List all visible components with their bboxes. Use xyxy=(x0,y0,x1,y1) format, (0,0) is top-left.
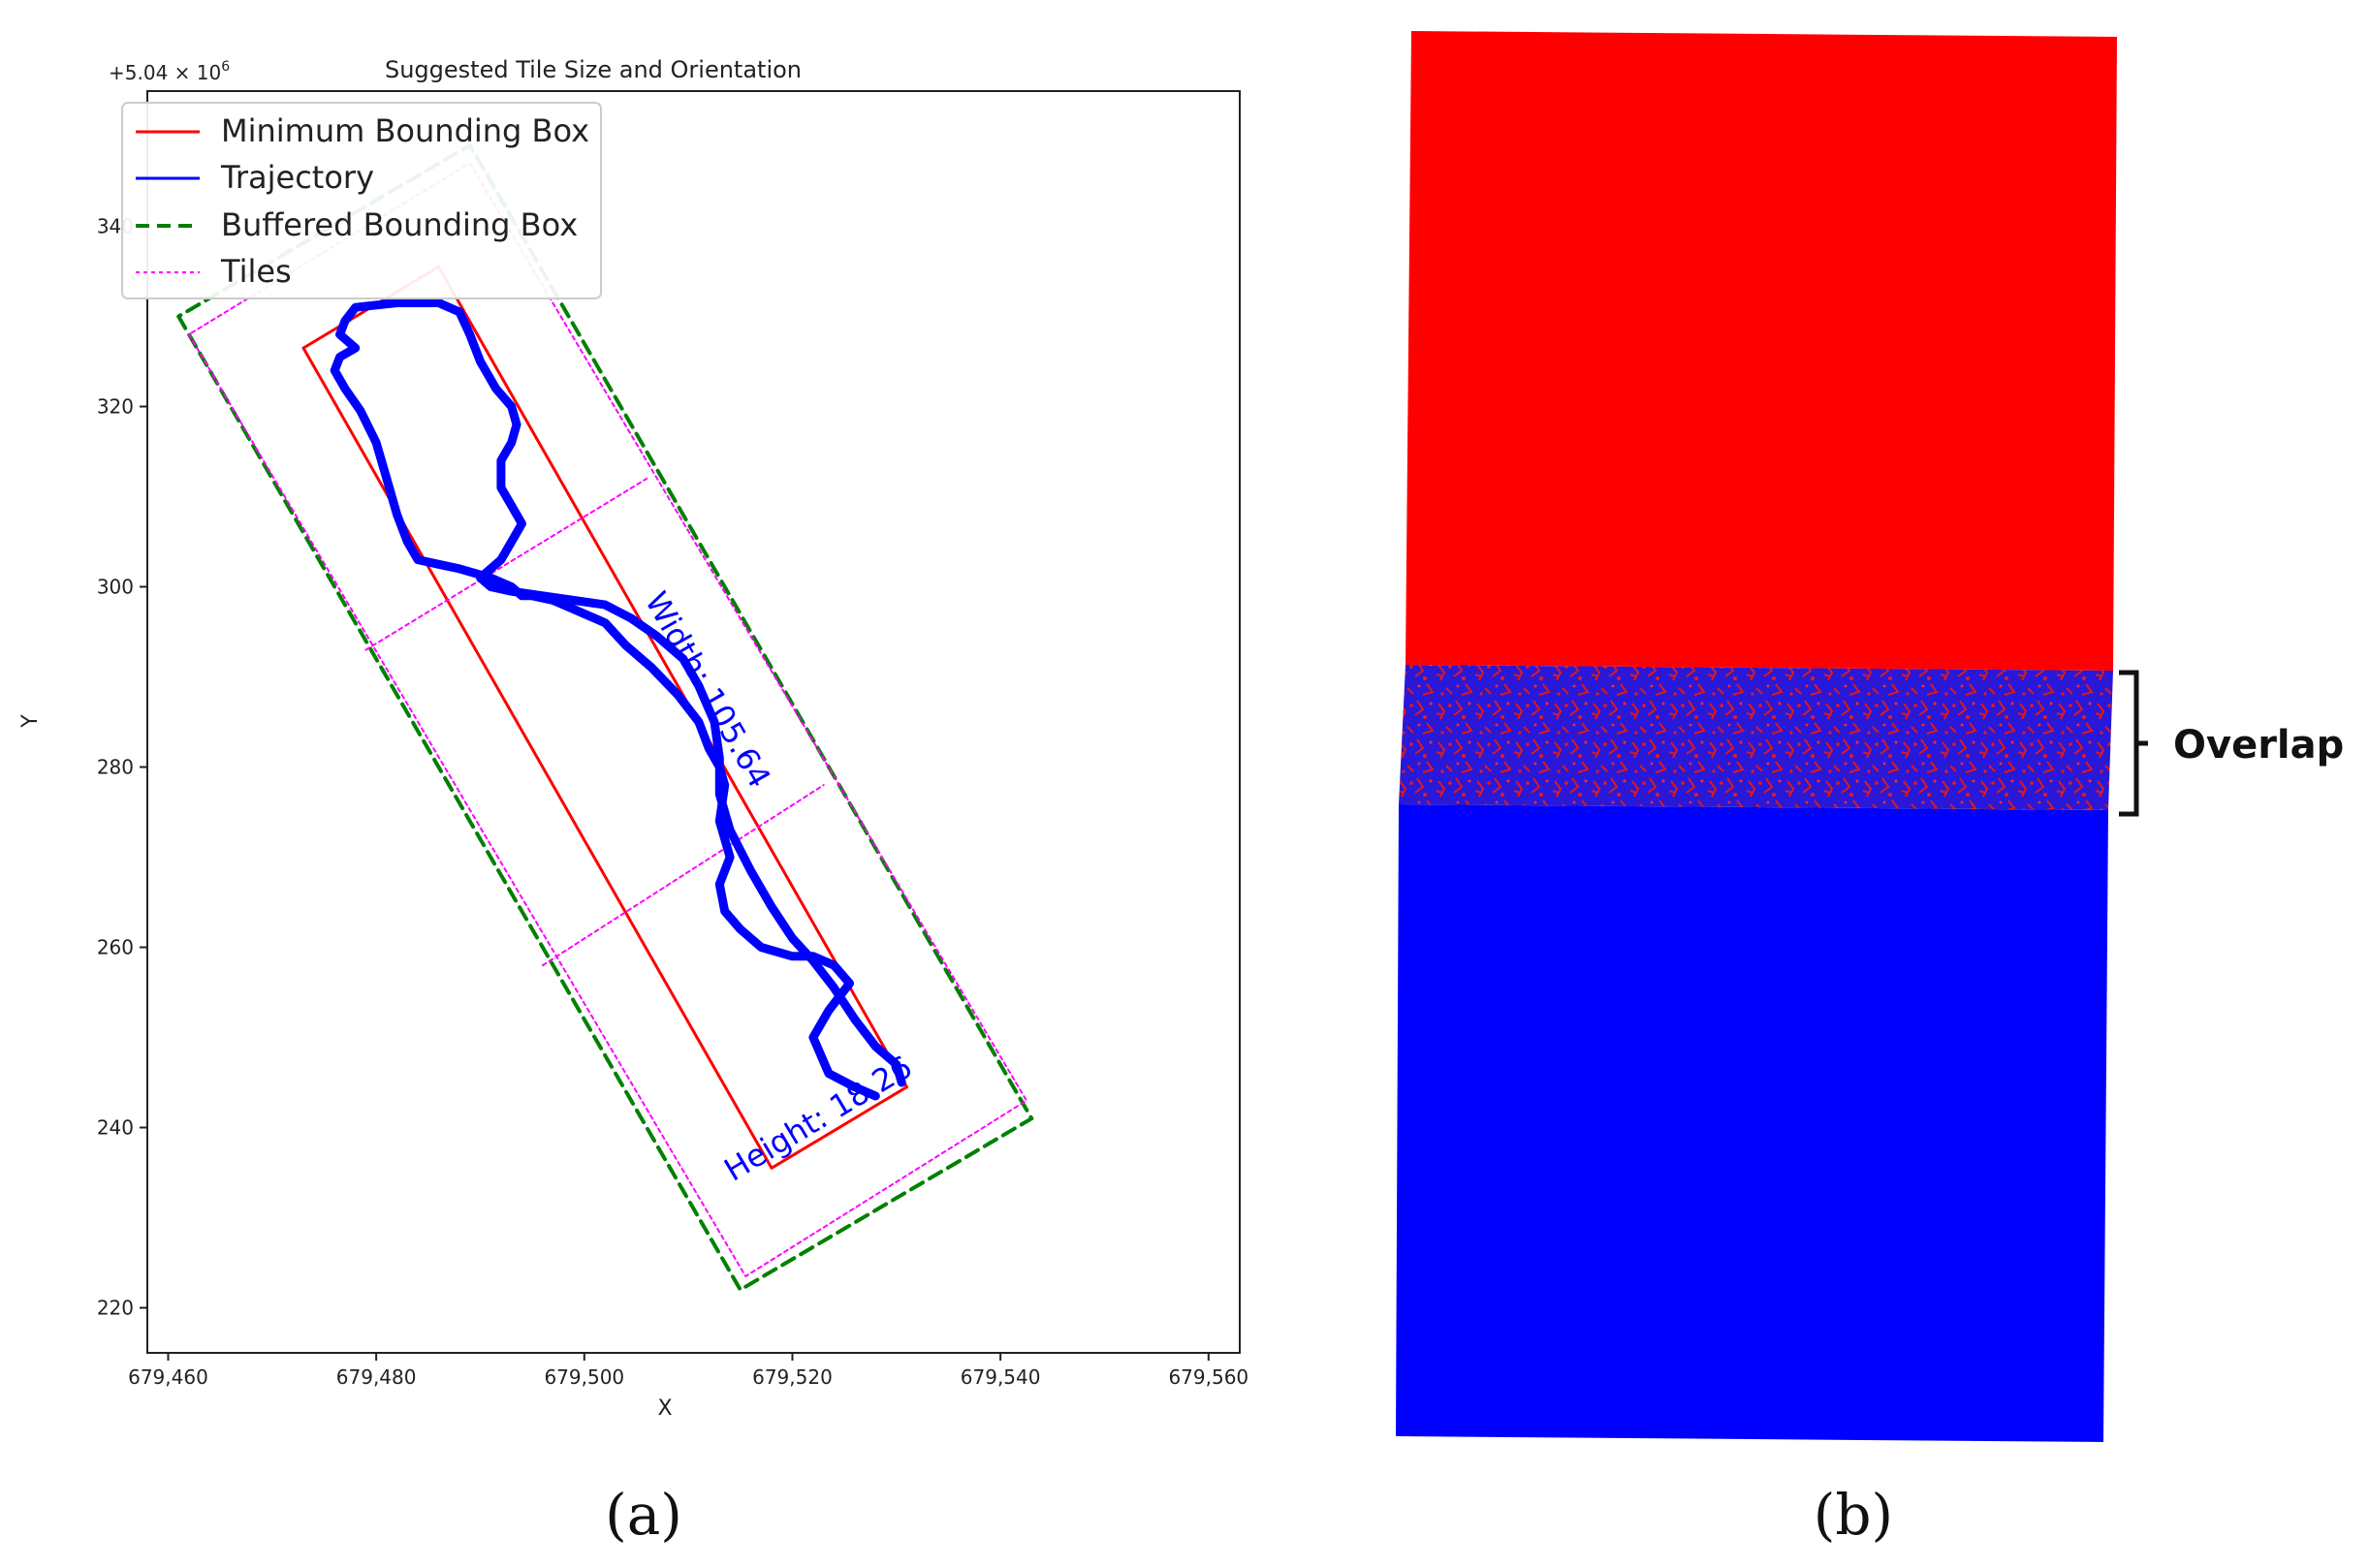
chart-title: Suggested Tile Size and Orientation xyxy=(385,56,802,83)
legend: Minimum Bounding Box Trajectory Buffered… xyxy=(121,102,602,299)
legend-label-buffered-box: Buffered Bounding Box xyxy=(221,206,578,243)
overlap-raster: Overlap (b) xyxy=(1396,31,2344,1548)
x-tick-label: 679,520 xyxy=(752,1365,833,1389)
x-tick-label: 679,500 xyxy=(544,1365,624,1389)
x-tick-label: 679,480 xyxy=(336,1365,417,1389)
raster-blue-region xyxy=(1396,804,2108,1442)
y-tick-label: 280 xyxy=(97,756,134,779)
x-tick-label: 679,560 xyxy=(1168,1365,1248,1389)
y-tick-label: 240 xyxy=(97,1116,134,1140)
y-tick-label: 320 xyxy=(97,395,134,419)
series-tiles xyxy=(364,477,648,651)
panel-label-b: (b) xyxy=(1814,1482,1893,1548)
series-tiles xyxy=(541,784,825,967)
x-tick-label: 679,540 xyxy=(961,1365,1041,1389)
axis-ticks: 679,460 679,480 679,500 679,520 679,540 679,5… xyxy=(97,215,1248,1390)
series-trajectory xyxy=(330,298,906,1101)
y-axis-label: Y xyxy=(18,714,43,729)
tile-chart: Suggested Tile Size and Orientation +5.0… xyxy=(18,56,1248,1548)
y-tick-label: 260 xyxy=(97,936,134,959)
y-tick-label: 300 xyxy=(97,576,134,599)
legend-label-min-box: Minimum Bounding Box xyxy=(221,112,589,149)
x-tick-label: 679,460 xyxy=(128,1365,208,1389)
legend-box xyxy=(121,102,602,299)
overlap-label: Overlap xyxy=(2173,723,2344,768)
y-tick-label: 220 xyxy=(97,1297,134,1320)
x-axis-label: X xyxy=(657,1396,672,1421)
legend-label-tiles: Tiles xyxy=(220,253,292,290)
axis-offset-label: +5.04 × 106 xyxy=(109,59,230,84)
raster-overlap-region xyxy=(1399,665,2113,810)
legend-label-trajectory: Trajectory xyxy=(220,159,374,196)
overlap-bracket xyxy=(2119,670,2148,817)
panel-label-a: (a) xyxy=(605,1482,682,1548)
raster-red-region xyxy=(1406,31,2117,671)
